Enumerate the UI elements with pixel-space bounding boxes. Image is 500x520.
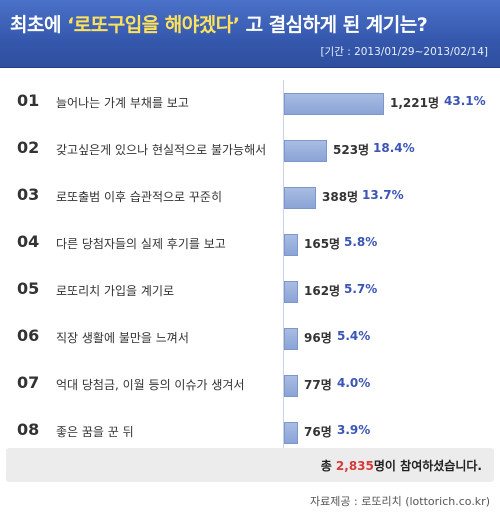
count-label: 77명: [304, 378, 332, 392]
summary-bar: 총 2,835명이 참여하셨습니다.: [6, 448, 494, 482]
percent-label: 43.1%: [444, 94, 486, 108]
percent-label: 4.0%: [337, 376, 371, 390]
title-quote: ‘로또구입을 해야겠다’: [67, 14, 240, 36]
rank-number: 02: [17, 138, 40, 157]
percent-label: 3.9%: [337, 423, 371, 437]
chart-row: 02 갖고싶은게 있으나 현실적으로 불가능해서 523명 18.4%: [0, 127, 500, 174]
value-bar: [284, 140, 327, 162]
category-label: 늘어나는 가계 부채를 보고: [56, 96, 189, 110]
value-bar: [284, 375, 298, 397]
value-bar: [284, 328, 298, 350]
chart-row: 04 다른 당첨자들의 실제 후기를 보고 165명 5.8%: [0, 221, 500, 268]
count-label: 162명: [304, 284, 341, 298]
category-label: 로또리치 가입을 계기로: [56, 284, 175, 298]
category-label: 로또출범 이후 습관적으로 꾸준히: [56, 190, 223, 204]
ranking-chart: 01 늘어나는 가계 부채를 보고 1,221명 43.1% 02 갖고싶은게 있으나 현…: [0, 68, 500, 448]
value-bar: [284, 187, 316, 209]
count-label: 388명: [322, 190, 359, 204]
rank-number: 08: [17, 420, 40, 439]
percent-label: 5.8%: [344, 235, 378, 249]
data-source: 자료제공 : 로또리치 (lottorich.co.kr): [310, 495, 490, 508]
value-bar: [284, 234, 298, 256]
count-label: 523명: [333, 143, 370, 157]
chart-row: 05 로또리치 가입을 계기로 162명 5.7%: [0, 268, 500, 315]
percent-label: 5.7%: [344, 282, 378, 296]
chart-row: 07 억대 당첨금, 이월 등의 이슈가 생겨서 77명 4.0%: [0, 362, 500, 409]
category-label: 직장 생활에 불만을 느껴서: [56, 331, 189, 345]
chart-row: 01 늘어나는 가계 부채를 보고 1,221명 43.1%: [0, 80, 500, 127]
page-title: 최초에 ‘로또구입을 해야겠다’ 고 결심하게 된 계기는?: [10, 10, 490, 37]
category-label: 다른 당첨자들의 실제 후기를 보고: [56, 237, 226, 251]
rank-number: 04: [17, 232, 40, 251]
count-label: 1,221명: [390, 96, 439, 110]
summary-text: 총 2,835명이 참여하셨습니다.: [321, 457, 482, 474]
rank-number: 01: [17, 91, 40, 110]
summary-prefix: 총: [320, 459, 332, 473]
title-prefix: 최초에: [10, 14, 61, 36]
value-bar: [284, 422, 298, 444]
rank-number: 07: [17, 373, 40, 392]
chart-axis-line: [283, 80, 284, 448]
count-label: 96명: [304, 331, 332, 345]
value-bar: [284, 93, 384, 115]
chart-row: 06 직장 생활에 불만을 느껴서 96명 5.4%: [0, 315, 500, 362]
survey-period: [기간 : 2013/01/29~2013/02/14]: [320, 46, 488, 58]
header: 최초에 ‘로또구입을 해야겠다’ 고 결심하게 된 계기는? [기간 : 201…: [0, 0, 500, 68]
count-label: 76명: [304, 425, 332, 439]
rank-number: 05: [17, 279, 40, 298]
category-label: 억대 당첨금, 이월 등의 이슈가 생겨서: [56, 378, 245, 392]
percent-label: 13.7%: [362, 188, 404, 202]
chart-row: 08 좋은 꿈을 꾼 뒤 76명 3.9%: [0, 409, 500, 456]
rank-number: 06: [17, 326, 40, 345]
title-suffix: 고 결심하게 된 계기는?: [245, 14, 428, 36]
category-label: 갖고싶은게 있으나 현실적으로 불가능해서: [56, 143, 267, 157]
percent-label: 5.4%: [337, 329, 371, 343]
percent-label: 18.4%: [373, 141, 415, 155]
summary-suffix: 명이 참여하셨습니다.: [373, 459, 482, 473]
count-label: 165명: [304, 237, 341, 251]
chart-row: 03 로또출범 이후 습관적으로 꾸준히 388명 13.7%: [0, 174, 500, 221]
rank-number: 03: [17, 185, 40, 204]
value-bar: [284, 281, 298, 303]
category-label: 좋은 꿈을 꾼 뒤: [56, 425, 134, 439]
participant-total: 2,835: [335, 459, 374, 473]
